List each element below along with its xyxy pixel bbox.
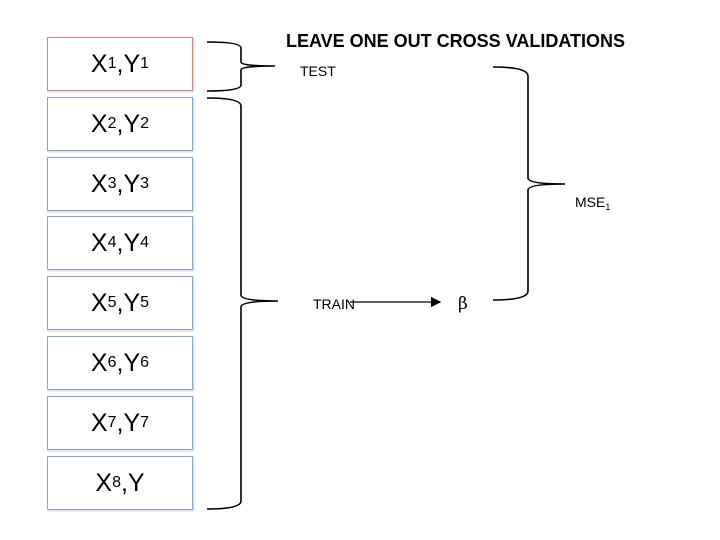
y-var: Y — [123, 109, 141, 138]
separator: , — [116, 288, 124, 317]
y-var: Y — [123, 288, 141, 317]
mse-label: MSE1 — [575, 194, 611, 212]
separator: , — [120, 468, 128, 497]
x-var: X — [90, 169, 108, 198]
x-var: X — [90, 408, 108, 437]
y-var: Y — [123, 169, 141, 198]
test-label: TEST — [300, 63, 336, 79]
mse-text: MSE — [575, 194, 606, 210]
y-var: Y — [123, 228, 141, 257]
test-brace — [206, 41, 276, 92]
train-brace — [206, 97, 279, 510]
x-var: X — [90, 348, 108, 377]
y-var: Y — [123, 348, 141, 377]
y-var: Y — [123, 408, 141, 437]
separator: , — [116, 408, 124, 437]
separator: , — [116, 109, 124, 138]
separator: , — [116, 348, 124, 377]
y-var: Y — [127, 468, 145, 497]
x-var: X — [90, 288, 108, 317]
x-var: X — [90, 228, 108, 257]
y-var: Y — [123, 49, 141, 78]
separator: , — [116, 169, 124, 198]
train-label: TRAIN — [313, 296, 355, 312]
x-var: X — [95, 468, 113, 497]
separator: , — [116, 228, 124, 257]
x-var: X — [90, 109, 108, 138]
mse-subscript: 1 — [605, 202, 611, 212]
mse-brace — [492, 66, 566, 301]
beta-symbol: β — [458, 294, 468, 314]
separator: , — [116, 49, 124, 78]
diagram-title: LEAVE ONE OUT CROSS VALIDATIONS — [286, 31, 626, 51]
x-var: X — [90, 49, 108, 78]
